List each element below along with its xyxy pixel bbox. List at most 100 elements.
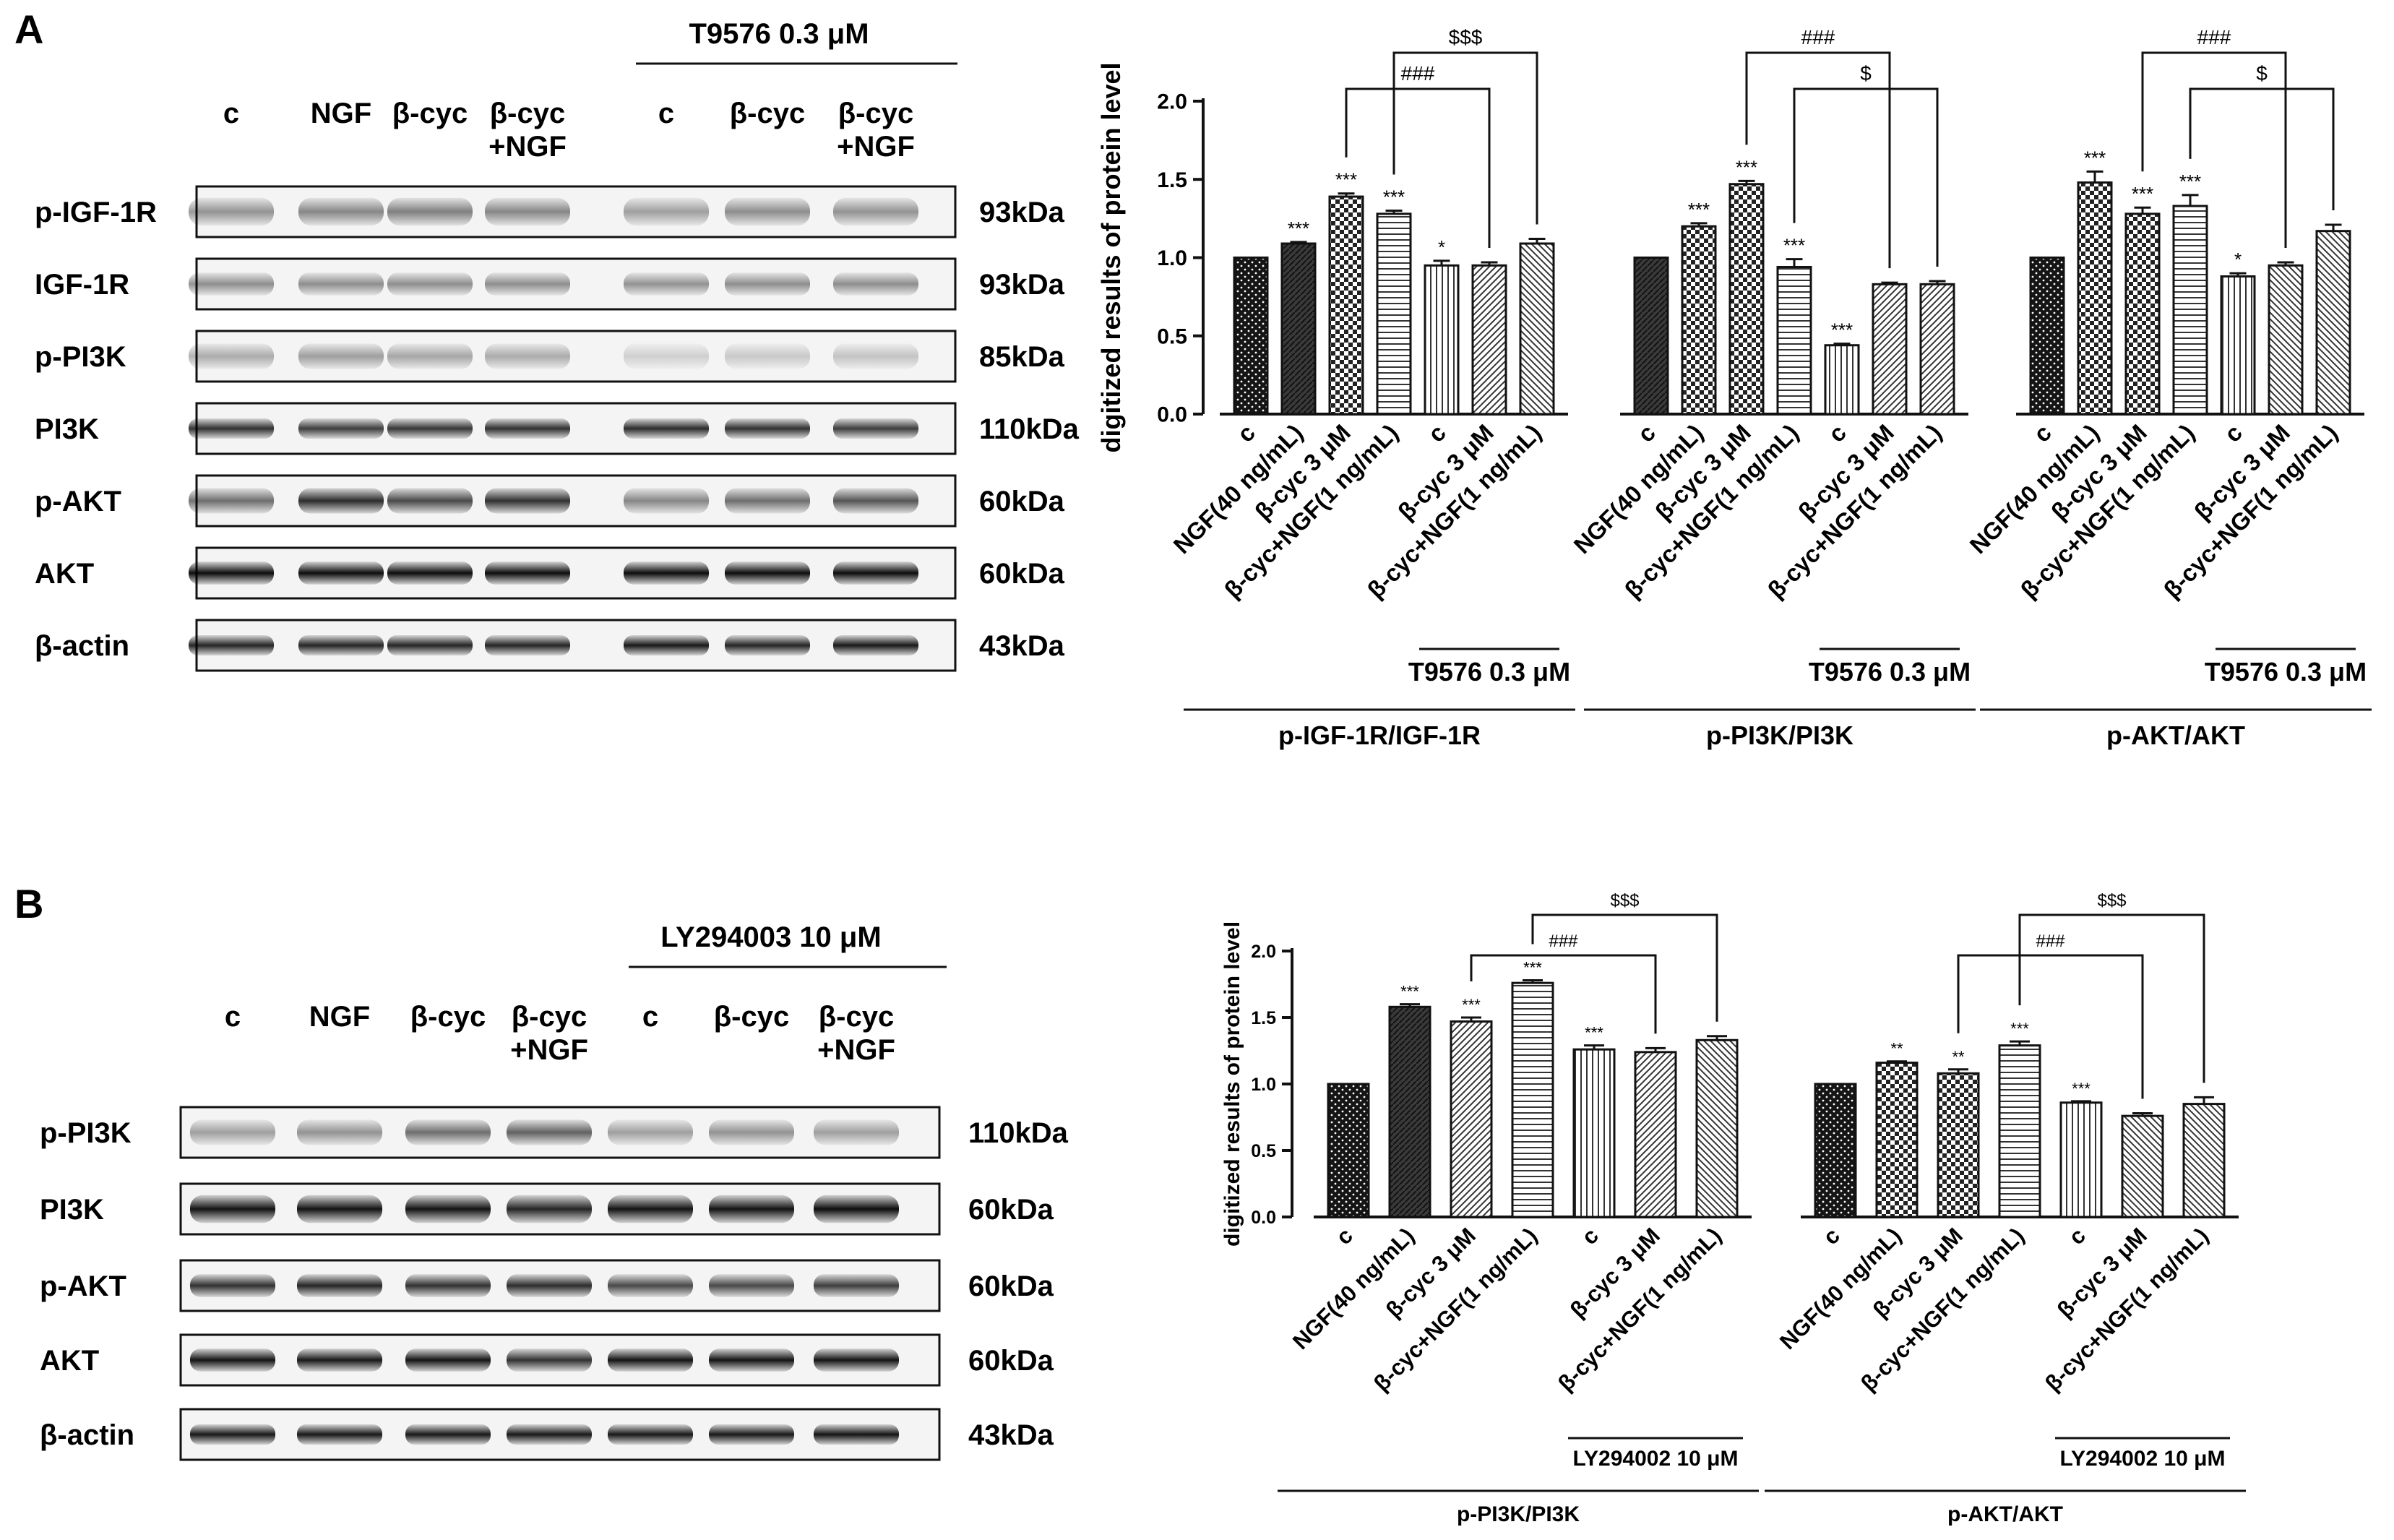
blot-band — [405, 1424, 491, 1445]
comparison-bracket — [1531, 913, 1718, 1022]
blot-band — [833, 488, 918, 514]
x-tick-label: c — [2219, 419, 2247, 447]
y-tick-label: 0.5 — [1251, 1141, 1276, 1161]
lane-label: NGF — [311, 98, 371, 129]
blot-band — [387, 418, 473, 439]
blot-band — [190, 1119, 275, 1145]
y-axis-label: digitized results of protein level — [1096, 62, 1126, 452]
lane-label-line: c — [658, 98, 674, 129]
blot-band — [709, 1348, 794, 1372]
bar — [2077, 181, 2113, 416]
y-tick-label: 0.0 — [1157, 403, 1187, 427]
blot-band — [189, 272, 274, 296]
lane-label-line: β-cyc — [714, 1001, 789, 1033]
blot-membrane — [195, 185, 957, 238]
comparison-label: ### — [2036, 932, 2065, 951]
comparison-bracket — [2018, 913, 2205, 1083]
lane-label-line: NGF — [311, 98, 371, 129]
blot-row: PI3K 60kDa — [40, 1182, 1054, 1236]
blot-band — [833, 343, 918, 369]
bar — [2220, 275, 2256, 416]
x-tick-label: c — [1632, 419, 1661, 447]
bar — [1937, 1072, 1980, 1218]
comparison-label: $$$ — [2097, 891, 2126, 911]
group-label: p-IGF-1R/IGF-1R — [1278, 720, 1481, 750]
blot-band — [709, 1195, 794, 1223]
comparison-label: ### — [1549, 932, 1578, 951]
bar — [1776, 265, 1812, 416]
blot-row: p-PI3K 110kDa — [40, 1106, 1069, 1159]
x-tick-label: c — [1423, 419, 1451, 447]
blot-band — [709, 1119, 794, 1145]
significance-stars: *** — [1400, 983, 1419, 1001]
lane-label: c — [658, 98, 674, 129]
blot-band — [485, 197, 570, 226]
blot-band — [387, 197, 473, 226]
blot-band — [725, 343, 810, 369]
subtreatment-label: T9576 0.3 μM — [2205, 657, 2367, 687]
y-tick-label: 1.0 — [1157, 246, 1187, 270]
subtreatment-label: LY294002 10 μM — [2059, 1447, 2225, 1471]
blot-band — [624, 488, 709, 514]
blot-row: p-AKT 60kDa — [40, 1259, 1054, 1312]
blot-membrane — [179, 1259, 941, 1312]
blot-band — [608, 1348, 693, 1372]
bar — [1450, 1020, 1493, 1218]
bar-chart-a: 0.0 0.5 1.0 1.5 2.0 digitized results of prot… — [1096, 26, 2372, 750]
bar — [1327, 1083, 1370, 1218]
bar — [2315, 230, 2351, 416]
bar — [2172, 205, 2208, 416]
significance-stars: * — [1438, 236, 1445, 258]
blot-band — [189, 418, 274, 439]
blot-band — [297, 1119, 382, 1145]
blot-band — [405, 1274, 491, 1297]
blot-band — [814, 1274, 899, 1297]
bar — [1919, 283, 1955, 416]
significance-stars: *** — [1335, 169, 1357, 191]
comparison-bracket — [1470, 954, 1657, 1034]
kda-label: 93kDa — [979, 197, 1065, 228]
kda-label: 60kDa — [968, 1194, 1054, 1226]
blot-band — [387, 343, 473, 369]
comparison-bracket — [2189, 87, 2335, 211]
blot-row: β-actin 43kDa — [40, 1408, 1054, 1461]
lane-label-line: β-cyc — [410, 1001, 486, 1033]
bar — [1695, 1038, 1739, 1218]
lane-label: β-cyc — [392, 98, 468, 129]
blot-band — [485, 635, 570, 655]
blot-band — [507, 1274, 592, 1297]
blot-band — [608, 1424, 693, 1445]
lane-label-line: β-cyc — [512, 1001, 587, 1033]
blot-row: p-AKT 60kDa — [35, 474, 1065, 528]
bar — [2029, 257, 2065, 416]
comparison-label: $$$ — [1449, 26, 1483, 48]
lane-label-line: β-cyc — [838, 98, 913, 129]
x-tick-label: c — [1823, 419, 1851, 447]
lane-label: β-cyc — [714, 1001, 789, 1033]
x-tick-label: c — [1818, 1223, 1845, 1249]
blot-band — [624, 272, 709, 296]
protein-name: p-AKT — [35, 486, 121, 517]
blot-band — [725, 562, 810, 585]
blot-band — [298, 635, 384, 655]
blot-band — [833, 197, 918, 226]
blot-band — [405, 1195, 491, 1223]
blot-row: β-actin 43kDa — [35, 619, 1065, 672]
protein-name: PI3K — [35, 413, 99, 445]
bar — [1681, 225, 1717, 416]
blot-band — [189, 197, 274, 226]
bar — [2059, 1101, 2103, 1218]
kda-label: 110kDa — [979, 413, 1080, 445]
blot-band — [405, 1348, 491, 1372]
bar — [1511, 981, 1554, 1218]
blot-band — [189, 562, 274, 585]
blot-band — [624, 418, 709, 439]
protein-name: p-PI3K — [35, 341, 126, 373]
blot-band — [725, 488, 810, 514]
blot-band — [387, 488, 473, 514]
bar — [1328, 195, 1364, 416]
bar — [1875, 1062, 1919, 1218]
subtreatment-label: T9576 0.3 μM — [1408, 657, 1570, 687]
x-tick-label: c — [1577, 1223, 1603, 1249]
